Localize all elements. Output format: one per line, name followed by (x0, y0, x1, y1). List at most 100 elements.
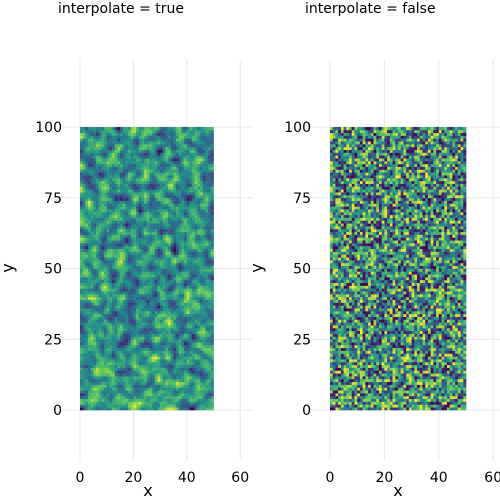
heatmap-cell (144, 200, 148, 204)
heatmap-cell (194, 228, 198, 233)
heatmap-cell (170, 211, 174, 216)
heatmap-cell (106, 310, 110, 315)
heatmap-cell (157, 237, 161, 241)
heatmap-cell (178, 268, 182, 272)
heatmap-cell (117, 254, 121, 258)
heatmap-cell (194, 356, 198, 360)
heatmap-cell (80, 344, 84, 349)
heatmap-cell (136, 353, 140, 357)
heatmap-cell (88, 302, 92, 306)
heatmap-cell (104, 234, 108, 238)
heatmap-cell (197, 234, 201, 238)
heatmap-cell (136, 146, 140, 150)
heatmap-cell (104, 226, 108, 230)
heatmap-cell (144, 339, 148, 343)
heatmap-cell (130, 206, 134, 210)
heatmap-cell (189, 285, 193, 289)
heatmap-cell (133, 347, 137, 351)
heatmap-cell (181, 183, 185, 187)
heatmap-cell (181, 166, 185, 170)
heatmap-cell (152, 226, 156, 230)
heatmap-cell (210, 268, 214, 272)
heatmap-cell (138, 299, 142, 303)
heatmap-cell (80, 243, 84, 247)
heatmap-cell (98, 245, 102, 250)
heatmap-cell (178, 378, 182, 383)
heatmap-cell (130, 370, 134, 374)
heatmap-cell (189, 158, 193, 162)
heatmap-cell (109, 387, 113, 391)
heatmap-cell (120, 220, 124, 224)
heatmap-cell (90, 299, 94, 303)
heatmap-cell (80, 378, 84, 383)
heatmap-cell (152, 234, 156, 238)
heatmap-cell (178, 393, 182, 397)
heatmap-cell (138, 316, 142, 320)
heatmap-cell (120, 155, 124, 159)
heatmap-cell (88, 265, 92, 269)
heatmap-cell (128, 129, 132, 134)
heatmap-cell (96, 333, 100, 337)
heatmap-cell (85, 319, 89, 323)
heatmap-cell (210, 288, 214, 292)
heatmap-cell (136, 245, 140, 250)
heatmap-cell (104, 393, 108, 397)
heatmap-cell (141, 262, 145, 267)
heatmap-cell (202, 248, 206, 252)
heatmap-cell (90, 279, 94, 283)
heatmap-cell (202, 245, 206, 250)
heatmap-cell (114, 271, 118, 275)
heatmap-cell (165, 336, 169, 340)
heatmap-cell (96, 194, 100, 199)
heatmap-cell (181, 149, 185, 153)
heatmap-cell (200, 330, 204, 334)
heatmap-cell (152, 260, 156, 264)
heatmap-cell (114, 149, 118, 153)
heatmap-cell (120, 330, 124, 334)
heatmap-cell (173, 285, 177, 289)
heatmap-cell (141, 381, 145, 385)
heatmap-cell (152, 339, 156, 343)
heatmap-cell (205, 353, 209, 357)
heatmap-cell (162, 308, 166, 312)
heatmap-cell (144, 308, 148, 312)
heatmap-cell (80, 271, 84, 275)
heatmap-cell (200, 401, 204, 405)
heatmap-cell (112, 373, 116, 377)
heatmap-cell (208, 245, 212, 250)
heatmap-cell (152, 180, 156, 184)
heatmap-cell (176, 384, 180, 388)
heatmap-cell (98, 325, 102, 329)
heatmap-cell (210, 401, 214, 405)
heatmap-cell (192, 271, 196, 275)
heatmap-cell (197, 313, 201, 317)
heatmap-cell (128, 189, 132, 193)
heatmap-cell (125, 211, 129, 216)
heatmap-cell (141, 175, 145, 179)
heatmap-cell (104, 143, 108, 148)
heatmap-cell (128, 279, 132, 283)
heatmap-cell (136, 189, 140, 193)
heatmap-cell (157, 214, 161, 218)
heatmap-cell (157, 129, 161, 134)
heatmap-cell (114, 135, 118, 139)
heatmap-cell (173, 268, 177, 272)
heatmap-cell (197, 177, 201, 182)
heatmap-cell (130, 373, 134, 377)
heatmap-cell (210, 163, 214, 167)
heatmap-cell (149, 339, 153, 343)
heatmap-cell (162, 359, 166, 363)
heatmap-cell (173, 155, 177, 159)
heatmap-cell (138, 333, 142, 337)
heatmap-cell (192, 192, 196, 196)
heatmap-cell (162, 141, 166, 145)
heatmap-cell (168, 288, 172, 292)
heatmap-cell (114, 344, 118, 349)
heatmap-cell (138, 313, 142, 317)
heatmap-cell (109, 384, 113, 388)
heatmap-cell (157, 172, 161, 176)
heatmap-cell (130, 390, 134, 394)
heatmap-cell (165, 129, 169, 134)
heatmap-cell (101, 166, 105, 170)
heatmap-cell (98, 228, 102, 233)
